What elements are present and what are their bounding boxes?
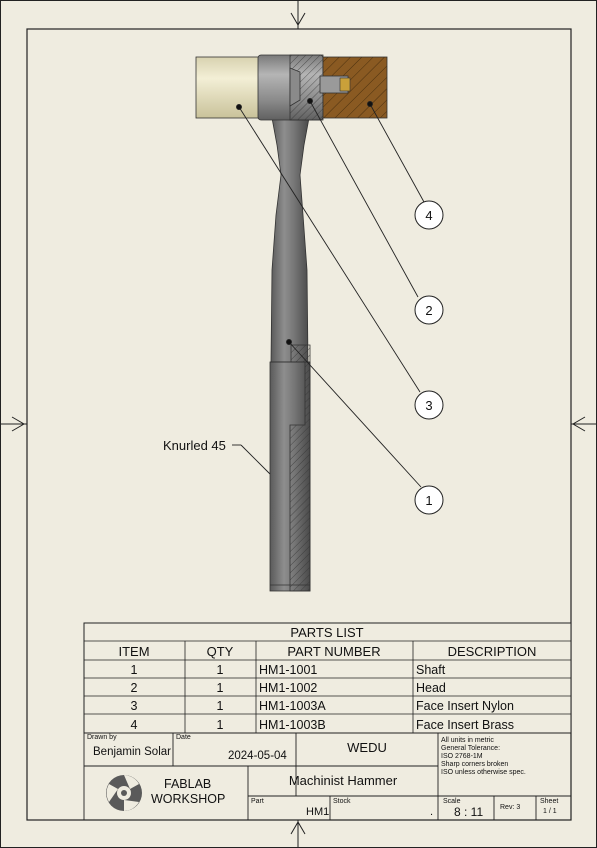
date-value: 2024-05-04 [228, 750, 287, 762]
header-part-number: PART NUMBER [287, 644, 380, 659]
balloon-3: 3 [414, 390, 444, 420]
cell-item: 4 [131, 718, 138, 732]
table-row: 1 1 HM1-1001 Shaft [131, 663, 446, 677]
balloon-2: 2 [414, 295, 444, 325]
drawing-title: Machinist Hammer [288, 773, 398, 788]
cell-description: Head [416, 681, 446, 695]
notes: All units in metric General Tolerance: I… [441, 737, 526, 777]
logo-line-2: WORKSHOP [151, 792, 226, 806]
cell-description: Shaft [416, 663, 446, 677]
revision: Rev: 3 [500, 804, 521, 811]
scale-value: 8 : 11 [454, 805, 484, 819]
cell-description: Face Insert Nylon [416, 699, 514, 713]
leader-lines [232, 98, 425, 488]
fablab-logo-icon [106, 775, 142, 811]
part-value: HM1 [306, 806, 330, 818]
cell-part-number: HM1-1003B [259, 718, 326, 732]
scale-label: Scale [443, 798, 461, 805]
table-row: 3 1 HM1-1003A Face Insert Nylon [131, 699, 514, 713]
nylon-insert [195, 56, 261, 119]
sheet-value: 1 / 1 [543, 808, 557, 815]
table-row: 2 1 HM1-1002 Head [131, 681, 446, 695]
balloon-number: 4 [425, 208, 432, 223]
date-label: Date [176, 734, 191, 741]
cell-part-number: HM1-1001 [259, 663, 317, 677]
drawn-by-label: Drawn by [87, 734, 117, 741]
note-line: All units in metric [441, 737, 494, 744]
balloon-4: 4 [414, 200, 444, 230]
stock-value: . [430, 806, 434, 818]
cell-part-number: HM1-1002 [259, 681, 317, 695]
header-description: DESCRIPTION [448, 644, 537, 659]
parts-list: PARTS LIST ITEM QTY PART NUMBER DESCRIPT… [83, 622, 572, 734]
cell-part-number: HM1-1003A [259, 699, 326, 713]
balloon-number: 1 [425, 493, 432, 508]
header-qty: QTY [207, 644, 234, 659]
sheet-label: Sheet [540, 798, 559, 805]
cell-description: Face Insert Brass [416, 718, 514, 732]
logo-text: FABLAB WORKSHOP [151, 777, 225, 807]
cell-qty: 1 [217, 699, 224, 713]
cell-qty: 1 [217, 663, 224, 677]
company-name: WEDU [347, 740, 387, 755]
parts-list-title: PARTS LIST [290, 625, 363, 640]
cell-qty: 1 [217, 681, 224, 695]
part-label: Part [251, 798, 264, 805]
note-line: Sharp corners broken [441, 761, 509, 768]
drawn-by-value: Benjamin Solar [93, 746, 171, 758]
cell-item: 1 [131, 663, 138, 677]
note-line: ISO unless otherwise spec. [441, 769, 526, 776]
balloon-number: 2 [425, 303, 432, 318]
cell-item: 2 [131, 681, 138, 695]
balloon-1: 1 [414, 485, 444, 515]
title-block-grid [83, 732, 572, 821]
cell-qty: 1 [217, 718, 224, 732]
stock-label: Stock [333, 798, 351, 805]
hammer-head [195, 54, 388, 121]
knurl-note: Knurled 45 [163, 438, 226, 453]
table-row: 4 1 HM1-1003B Face Insert Brass [131, 718, 514, 732]
logo-line-1: FABLAB [164, 777, 212, 791]
note-line: General Tolerance: [441, 745, 501, 752]
cell-item: 3 [131, 699, 138, 713]
hammer-handle [269, 117, 311, 592]
header-item: ITEM [118, 644, 149, 659]
note-line: ISO 2768-1M [441, 753, 483, 760]
balloon-number: 3 [425, 398, 432, 413]
